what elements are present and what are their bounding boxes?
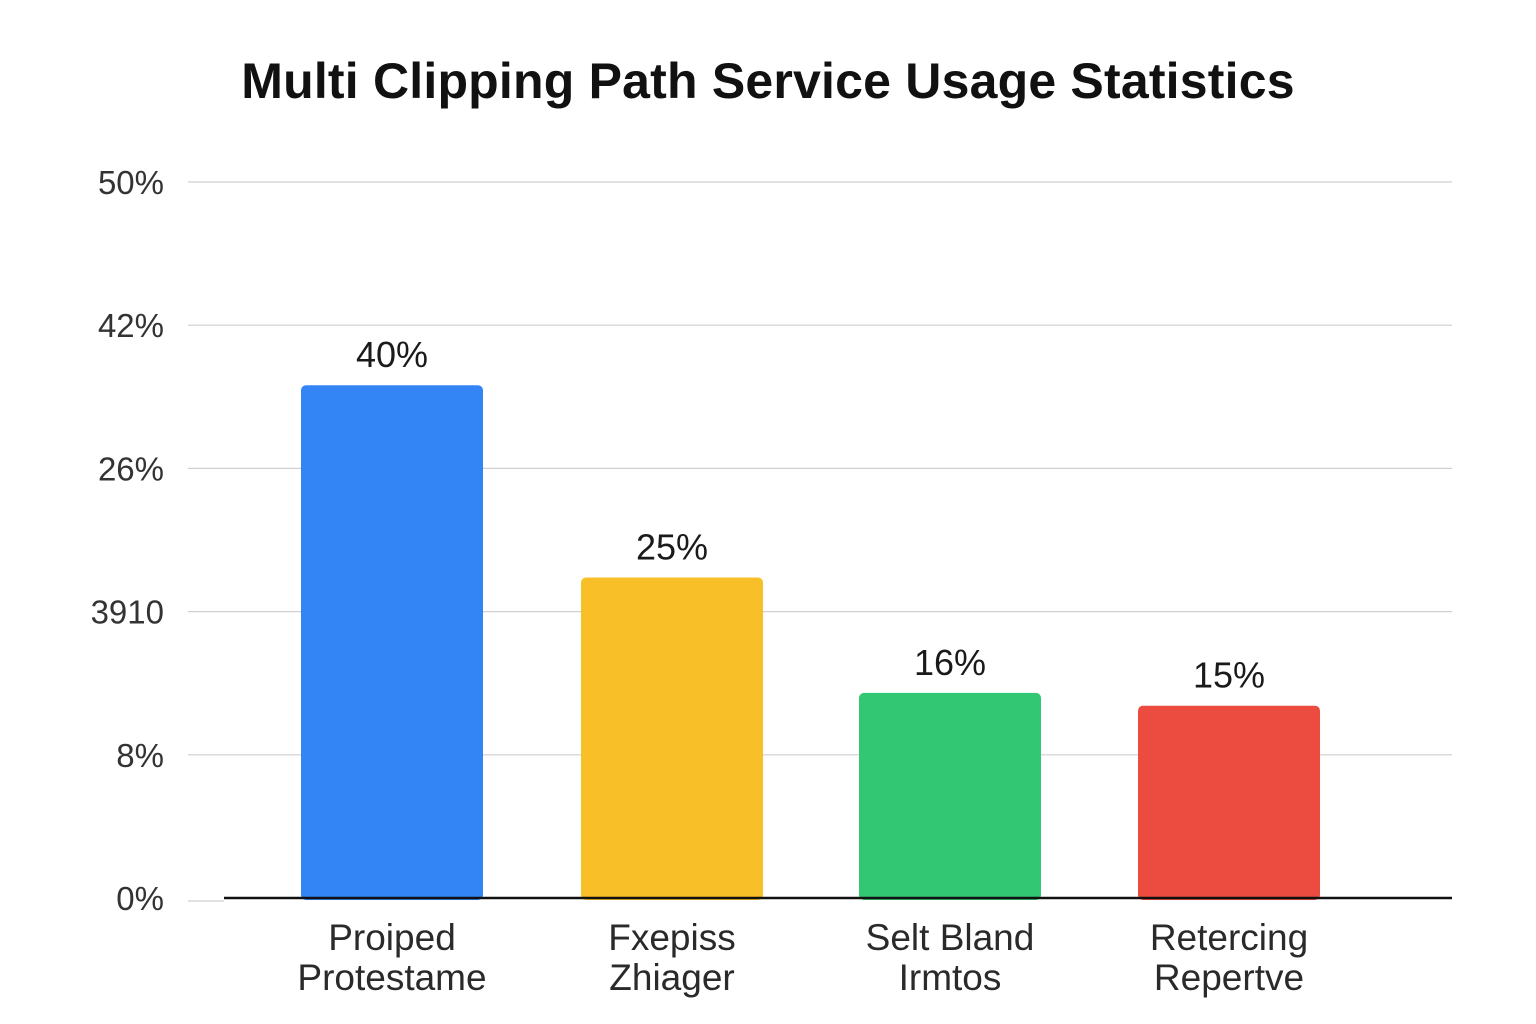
value-labels: 40% 25% 16% 15% bbox=[356, 334, 1265, 695]
bar bbox=[1138, 705, 1320, 900]
x-axis-label: Retercing bbox=[1150, 917, 1308, 958]
bar bbox=[301, 385, 483, 900]
x-axis-label: Proiped bbox=[328, 917, 456, 958]
value-label: 16% bbox=[914, 642, 986, 683]
value-label: 40% bbox=[356, 334, 428, 375]
value-label: 15% bbox=[1193, 655, 1265, 696]
y-tick-label: 0% bbox=[116, 880, 164, 917]
y-tick-label: 42% bbox=[98, 307, 164, 344]
chart-title: Multi Clipping Path Service Usage Statis… bbox=[241, 53, 1295, 109]
x-axis-label: Selt Bland bbox=[866, 917, 1035, 958]
y-tick-label: 8% bbox=[116, 737, 164, 774]
x-axis-label: Repertve bbox=[1154, 957, 1304, 998]
bar bbox=[581, 577, 763, 900]
x-axis-label: Fxepiss bbox=[608, 917, 735, 958]
x-axis-label: Zhiager bbox=[609, 957, 734, 998]
x-axis-label: Irmtos bbox=[899, 957, 1002, 998]
y-axis-ticks: 0% 8% 3910 26% 42% 50% bbox=[91, 164, 164, 917]
y-tick-label: 50% bbox=[98, 164, 164, 201]
x-axis-label: Protestame bbox=[297, 957, 486, 998]
bars bbox=[301, 385, 1320, 900]
y-tick-label: 26% bbox=[98, 450, 164, 487]
y-tick-label: 3910 bbox=[91, 594, 164, 631]
value-label: 25% bbox=[636, 527, 708, 568]
bar bbox=[859, 692, 1041, 900]
